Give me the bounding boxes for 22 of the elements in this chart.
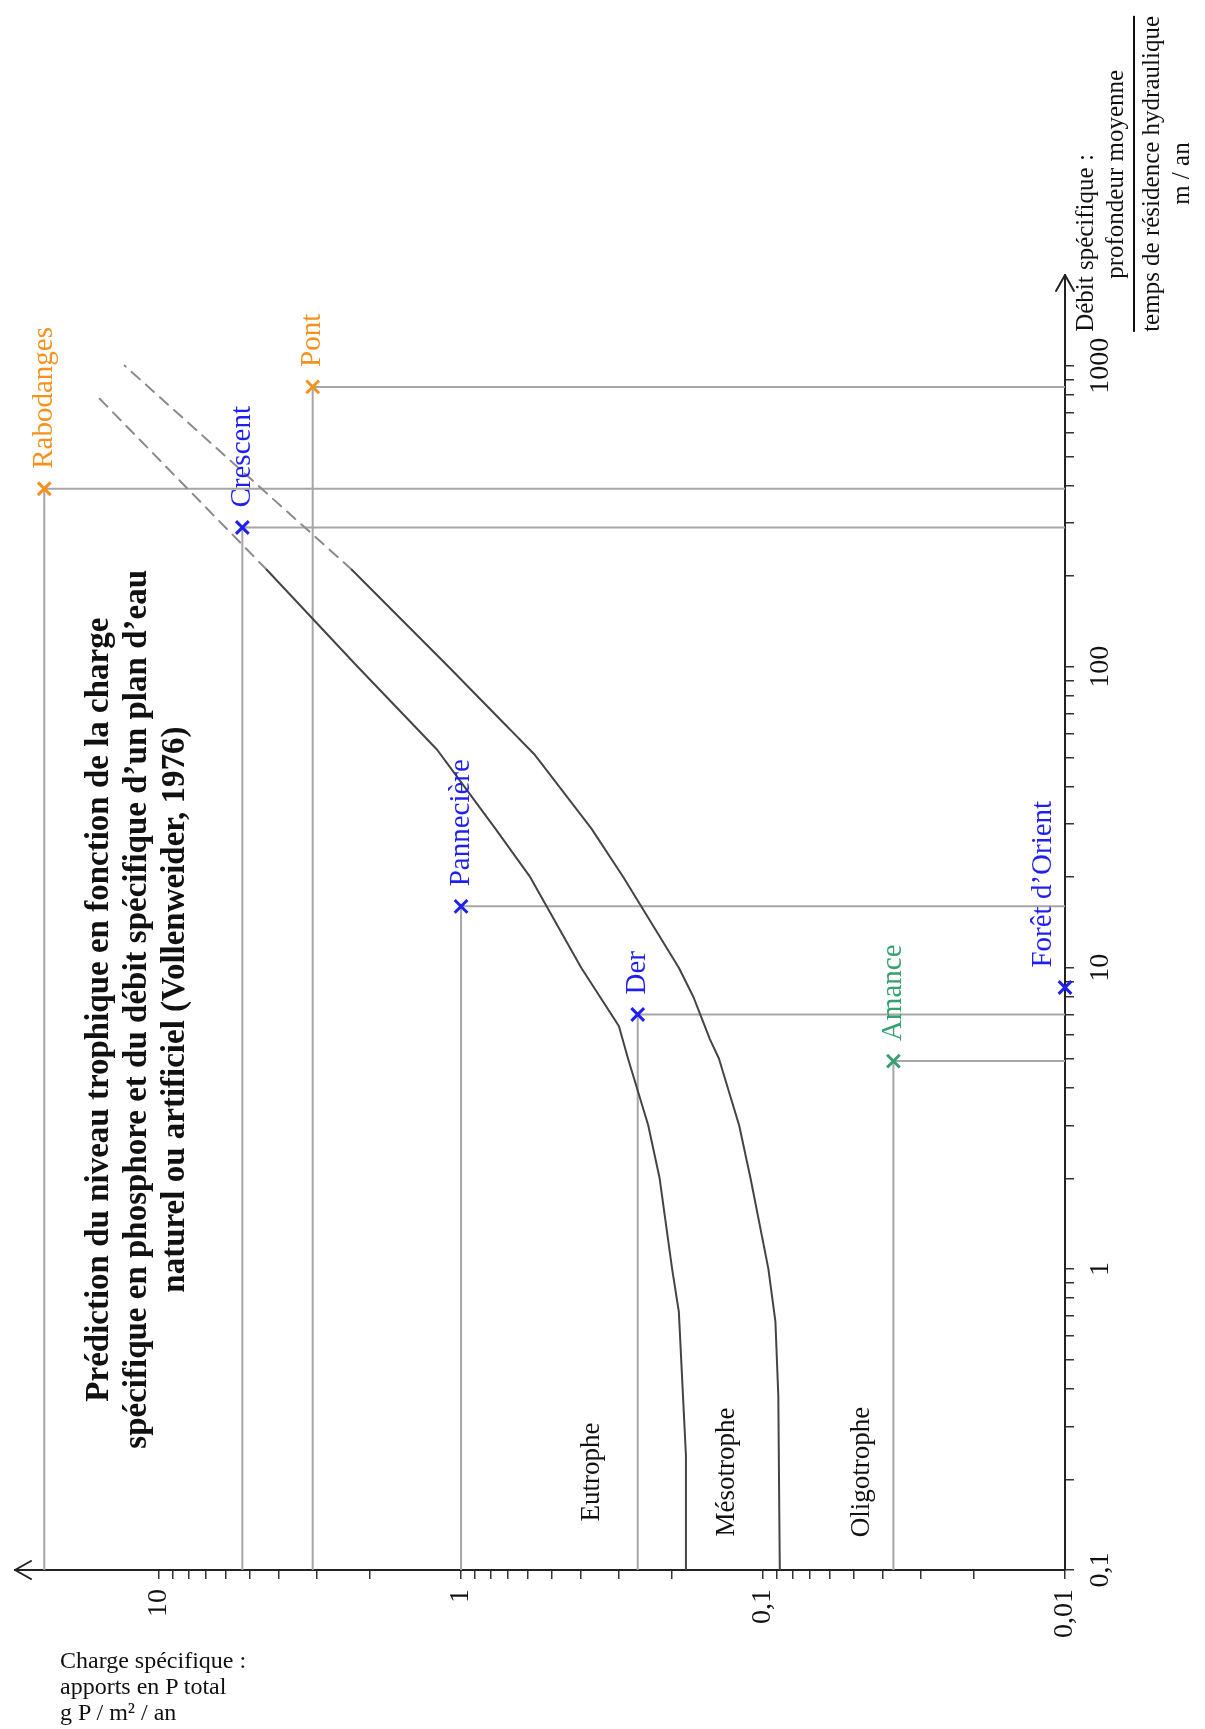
text: Prédiction du niveau trophique en fonction de la charge spécifique en phosphore et du débit spécifique d’un plan d’eau naturel ou artificiel (Vollenweider, 1976)	[78, 570, 192, 1449]
y-axis-title: Débit spécifique : profondeur moyenne temps de résidence hydraulique m / an	[1070, 16, 1195, 332]
annotation: Oligotrophe	[845, 1406, 876, 1538]
text: Crescent	[223, 406, 256, 508]
x-tick-label: 0,1	[745, 1589, 777, 1624]
annotation: Mésotrophe	[709, 1407, 740, 1537]
text: Amance	[875, 944, 908, 1042]
y-tick-label: 1000	[1083, 337, 1115, 394]
text: Pont	[294, 313, 327, 367]
annotation: Eutrophe	[574, 1422, 605, 1522]
y-tick-label: 100	[1083, 645, 1115, 688]
text: Der	[619, 950, 652, 995]
x-tick-label: 1	[443, 1589, 475, 1603]
x-tick-label: 0,01	[1047, 1589, 1079, 1638]
y-tick-label: 1	[1083, 1261, 1115, 1276]
y-tick-label: 10	[1083, 953, 1115, 982]
text: Rabodanges	[25, 327, 58, 469]
text: Forêt d’Orient	[1024, 800, 1057, 968]
x-axis-title: Charge spécifique : apports en P total g P / m² / an	[60, 1647, 247, 1725]
x-tick-label: 10	[141, 1589, 173, 1617]
text: Pannecière	[442, 759, 475, 887]
y-tick-label: 0,1	[1083, 1552, 1115, 1588]
